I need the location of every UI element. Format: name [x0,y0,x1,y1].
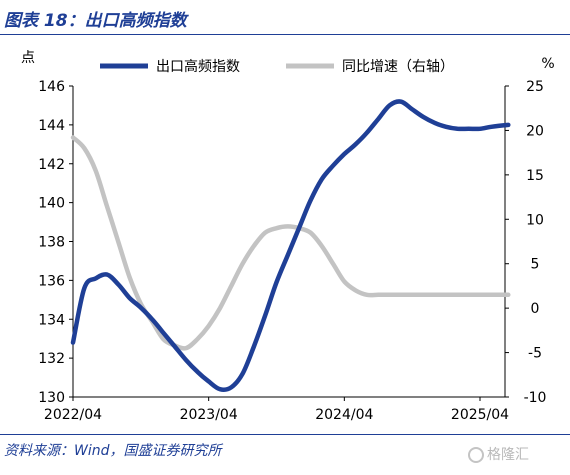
figure-title: 图表 18：出口高频指数 [4,11,187,31]
right-tick-label: 10 [526,212,544,228]
right-tick-label: 20 [526,123,544,139]
watermark-text: 格隆汇 [487,447,529,463]
right-tick-label: 0 [531,301,540,317]
export-index-chart: 130 132 134 136 138 140 142 144 146 -10 -5 0 5 10 15 2… [21,50,555,423]
source-note: 资料来源：Wind，国盛证券研究所 [4,443,222,459]
left-tick-label: 144 [38,118,65,134]
right-tick-label: 5 [531,257,540,273]
right-tick-label: 15 [526,168,544,184]
title-divider [0,34,570,35]
legend-label-export-index: 出口高频指数 [156,58,240,75]
watermark: 格隆汇 [468,444,529,464]
watermark-logo-icon [468,447,484,463]
left-tick-label: 146 [38,79,65,95]
legend-label-yoy-growth: 同比增速（右轴） [342,59,454,75]
right-tick-label: 25 [526,79,544,95]
x-tick-label: 2024/04 [315,407,373,423]
left-tick-label: 134 [38,312,65,328]
left-tick-label: 138 [38,235,65,251]
series-line-export-index [70,99,511,392]
x-tick-label: 2022/04 [44,407,102,423]
left-tick-label: 132 [38,351,65,367]
right-tick-label: -5 [528,346,542,362]
left-axis-unit: 点 [21,50,35,66]
left-tick-label: 130 [38,390,65,406]
left-tick-label: 136 [38,273,65,289]
footer-divider [0,434,570,435]
x-tick-label: 2025/04 [451,407,509,423]
right-tick-label: -10 [524,390,547,406]
legend: 出口高频指数 同比增速（右轴） [100,58,454,75]
x-tick-label: 2023/04 [180,407,238,423]
right-axis-unit: % [541,56,554,72]
left-tick-label: 142 [38,157,65,173]
left-tick-label: 140 [38,196,65,212]
